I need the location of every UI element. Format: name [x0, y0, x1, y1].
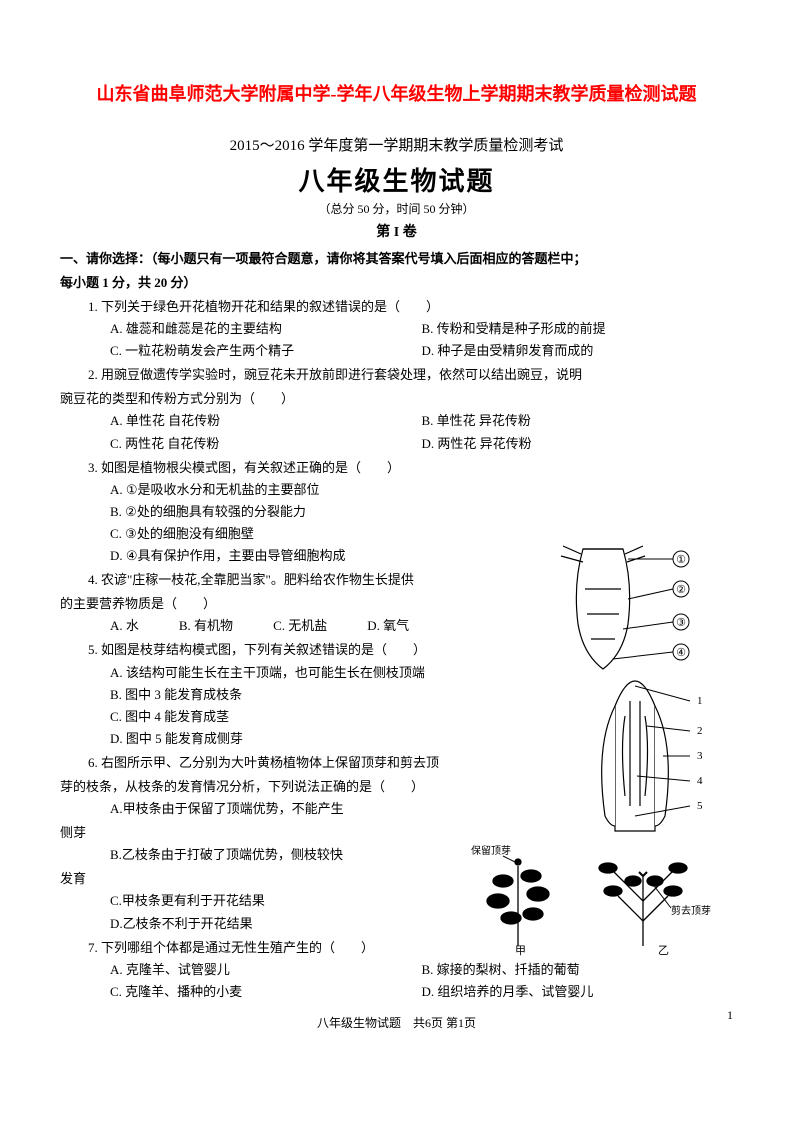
q7-stem: 7. 下列哪组个体都是通过无性生殖产生的（ ）: [88, 937, 733, 959]
exam-title: 八年级生物试题: [60, 161, 733, 198]
q7-opt-b: B. 嫁接的梨树、扦插的葡萄: [422, 959, 734, 981]
q1-opt-a: A. 雄蕊和雌蕊是花的主要结构: [110, 318, 422, 340]
question-2-opts: A. 单性花 自花传粉 B. 单性花 异花传粉 C. 两性花 自花传粉 D. 两…: [88, 410, 733, 454]
question-4-opts: A. 水 B. 有机物 C. 无机盐 D. 氧气: [88, 615, 733, 637]
q6-stem2: 芽的枝条，从枝条的发育情况分析，下列说法正确的是（ ）: [60, 776, 500, 798]
doc-title: 山东省曲阜师范大学附属中学-学年八年级生物上学期期末教学质量检测试题: [60, 80, 733, 106]
q3-opt-b: B. ②处的细胞具有较强的分裂能力: [110, 501, 490, 523]
questions: 1. 下列关于绿色开花植物开花和结果的叙述错误的是（ ） A. 雄蕊和雌蕊是花的…: [60, 296, 733, 1033]
q4-options: A. 水 B. 有机物 C. 无机盐 D. 氧气: [110, 615, 733, 637]
q2-opt-a: A. 单性花 自花传粉: [110, 410, 422, 432]
instructions-line2: 每小题 1 分，共 20 分）: [60, 273, 733, 293]
q1-options: A. 雄蕊和雌蕊是花的主要结构 B. 传粉和受精是种子形成的前提 C. 一粒花粉…: [110, 318, 733, 362]
question-1: 1. 下列关于绿色开花植物开花和结果的叙述错误的是（ ） A. 雄蕊和雌蕊是花的…: [88, 296, 733, 362]
question-3: 3. 如图是植物根尖模式图，有关叙述正确的是（ ） A. ①是吸收水分和无机盐的…: [88, 457, 733, 567]
q2-opt-b: B. 单性花 异花传粉: [422, 410, 734, 432]
exam-subtitle: （总分 50 分，时间 50 分钟）: [60, 200, 733, 217]
question-4: 4. 农谚"庄稼一枝花,全靠肥当家"。肥料给农作物生长提供: [88, 569, 733, 591]
q4-opt-c: C. 无机盐: [273, 615, 327, 637]
q2-opt-d: D. 两性花 异花传粉: [422, 433, 734, 455]
q1-stem: 1. 下列关于绿色开花植物开花和结果的叙述错误的是（ ）: [88, 296, 733, 318]
q2-opt-c: C. 两性花 自花传粉: [110, 433, 422, 455]
q5-opt-d: D. 图中 5 能发育成侧芽: [110, 728, 490, 750]
q4-opt-a: A. 水: [110, 615, 139, 637]
section-label: 第 I 卷: [60, 221, 733, 241]
q1-opt-b: B. 传粉和受精是种子形成的前提: [422, 318, 734, 340]
q3-opt-c: C. ③处的细胞没有细胞壁: [110, 523, 490, 545]
question-6: 6. 右图所示甲、乙分别为大叶黄杨植物体上保留顶芽和剪去顶: [88, 752, 733, 774]
instructions-line1: 一、请你选择：（每小题只有一项最符合题意，请你将其答案代号填入后面相应的答题栏中…: [60, 249, 733, 269]
q7-opt-d: D. 组织培养的月季、试管婴儿: [422, 981, 734, 1003]
question-2: 2. 用豌豆做遗传学实验时，豌豆花未开放前即进行套袋处理，依然可以结出豌豆，说明: [88, 364, 733, 386]
q1-opt-d: D. 种子是由受精卵发育而成的: [422, 340, 734, 362]
question-5: 5. 如图是枝芽结构模式图，下列有关叙述错误的是（ ） A. 该结构可能生长在主…: [88, 639, 733, 749]
q3-stem: 3. 如图是植物根尖模式图，有关叙述正确的是（ ）: [88, 457, 733, 479]
q5-opt-a: A. 该结构可能生长在主干顶端，也可能生长在侧枝顶端: [110, 662, 490, 684]
question-6-opts: A.甲枝条由于保留了顶端优势，不能产生: [88, 798, 733, 820]
q7-opt-a: A. 克隆羊、试管婴儿: [110, 959, 422, 981]
question-7: 7. 下列哪组个体都是通过无性生殖产生的（ ） A. 克隆羊、试管婴儿 B. 嫁…: [88, 937, 733, 1003]
q5-opt-b: B. 图中 3 能发育成枝条: [110, 684, 490, 706]
q6-b: B.乙枝条由于打破了顶端优势，侧枝较快: [88, 844, 733, 866]
exam-page: 山东省曲阜师范大学附属中学-学年八年级生物上学期期末教学质量检测试题 2015～…: [0, 0, 793, 1073]
q6-opt-d: D.乙枝条不利于开花结果: [110, 913, 733, 935]
q4-stem1: 4. 农谚"庄稼一枝花,全靠肥当家"。肥料给农作物生长提供: [88, 569, 468, 591]
q6-options: A.甲枝条由于保留了顶端优势，不能产生: [110, 798, 410, 820]
page-footer: 八年级生物试题 共6页 第1页: [60, 1013, 733, 1033]
q6-opt-b1: B.乙枝条由于打破了顶端优势，侧枝较快: [110, 844, 410, 866]
bud-label-4: 4: [697, 775, 703, 787]
q5-stem: 5. 如图是枝芽结构模式图，下列有关叙述错误的是（ ）: [88, 639, 733, 661]
page-number: 1: [727, 1008, 733, 1023]
q4-opt-b: B. 有机物: [179, 615, 233, 637]
q2-stem1: 2. 用豌豆做遗传学实验时，豌豆花未开放前即进行套袋处理，依然可以结出豌豆，说明: [88, 364, 733, 386]
q6-stem1: 6. 右图所示甲、乙分别为大叶黄杨植物体上保留顶芽和剪去顶: [88, 752, 488, 774]
q6-cd: C.甲枝条更有利于开花结果 D.乙枝条不利于开花结果: [88, 890, 733, 934]
q5-opt-c: C. 图中 4 能发育成茎: [110, 706, 490, 728]
q1-opt-c: C. 一粒花粉萌发会产生两个精子: [110, 340, 422, 362]
exam-header: 2015～2016 学年度第一学期期末教学质量检测考试: [60, 134, 733, 155]
q3-opt-d: D. ④具有保护作用，主要由导管细胞构成: [110, 545, 490, 567]
q6-opt-c: C.甲枝条更有利于开花结果: [110, 890, 733, 912]
q7-options: A. 克隆羊、试管婴儿 B. 嫁接的梨树、扦插的葡萄 C. 克隆羊、播种的小麦 …: [110, 959, 733, 1003]
q7-opt-c: C. 克隆羊、播种的小麦: [110, 981, 422, 1003]
q2-options: A. 单性花 自花传粉 B. 单性花 异花传粉 C. 两性花 自花传粉 D. 两…: [110, 410, 733, 454]
q4-opt-d: D. 氧气: [367, 615, 409, 637]
q3-options: A. ①是吸收水分和无机盐的主要部位 B. ②处的细胞具有较强的分裂能力 C. …: [110, 479, 490, 567]
q5-options: A. 该结构可能生长在主干顶端，也可能生长在侧枝顶端 B. 图中 3 能发育成枝…: [110, 662, 490, 750]
q2-stem2: 豌豆花的类型和传粉方式分别为（ ）: [60, 388, 733, 410]
q6-opt-a1: A.甲枝条由于保留了顶端优势，不能产生: [110, 798, 410, 820]
q3-opt-a: A. ①是吸收水分和无机盐的主要部位: [110, 479, 490, 501]
